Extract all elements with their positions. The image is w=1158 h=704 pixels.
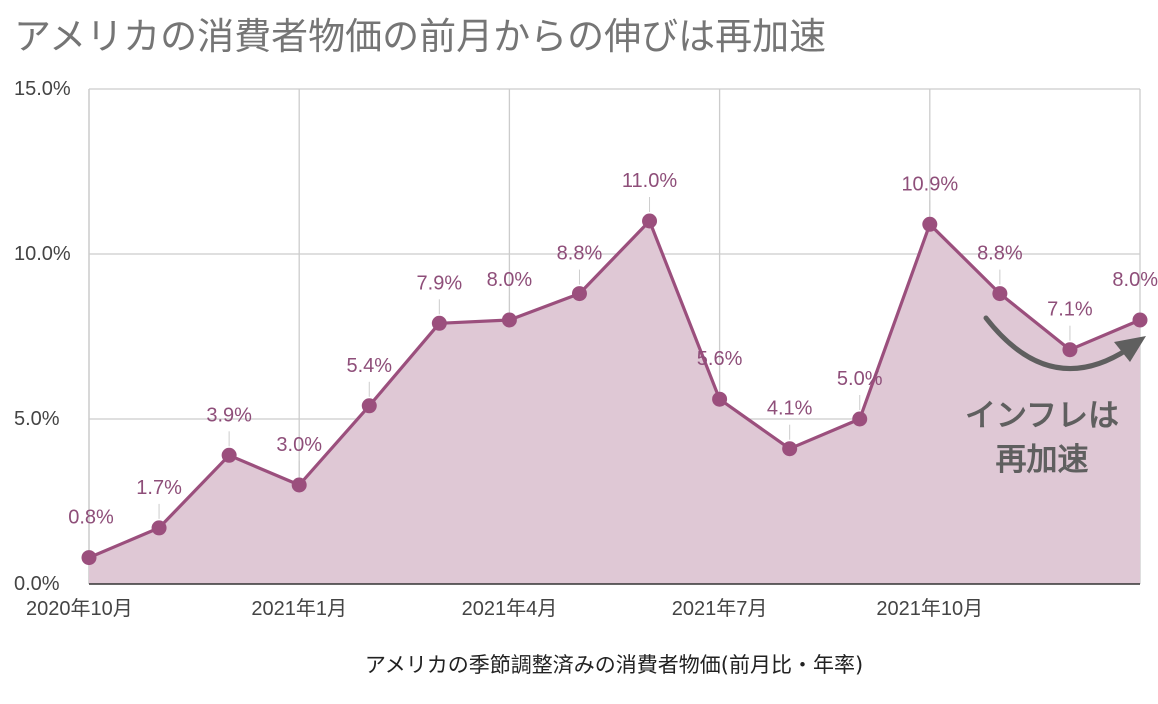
data-label: 7.1%: [1047, 299, 1093, 321]
data-label: 8.8%: [977, 243, 1023, 265]
data-label: 3.9%: [206, 404, 252, 426]
data-point: [782, 441, 798, 457]
data-point: [221, 447, 237, 463]
chart-title: アメリカの消費者物価の前月からの伸びは再加速: [14, 15, 827, 58]
x-tick-label: 2021年10月: [876, 597, 983, 620]
data-label: 3.0%: [276, 434, 322, 456]
data-point: [1062, 342, 1078, 358]
data-label: 5.0%: [837, 368, 883, 390]
data-label: 8.8%: [557, 243, 603, 265]
data-point: [992, 286, 1008, 302]
x-axis-title: アメリカの季節調整済みの消費者物価(前月比・年率): [365, 653, 863, 677]
data-label: 8.0%: [487, 269, 533, 291]
data-label: 1.7%: [136, 477, 182, 499]
data-point: [431, 315, 447, 331]
x-tick-label: 2021年4月: [462, 597, 558, 620]
data-label: 8.0%: [1112, 269, 1158, 291]
annotation-text: 再加速: [996, 442, 1089, 478]
x-tick-label: 2020年10月: [26, 597, 133, 620]
area-fill: [89, 221, 1140, 584]
series-line: [88, 219, 1141, 560]
x-tick-label: 2021年1月: [251, 597, 347, 620]
data-label: 0.8%: [68, 507, 114, 529]
data-point: [852, 411, 868, 427]
annotation-arrowhead: [1114, 336, 1146, 362]
y-tick-label: 15.0%: [14, 78, 71, 100]
data-point: [712, 391, 728, 407]
data-point: [922, 216, 938, 232]
data-point: [1132, 312, 1148, 328]
data-point: [642, 213, 658, 229]
y-tick-label: 0.0%: [14, 573, 60, 595]
data-point: [501, 312, 517, 328]
data-label: 5.4%: [346, 355, 392, 377]
data-point: [571, 286, 587, 302]
data-point: [151, 520, 167, 536]
x-tick-label: 2021年7月: [672, 597, 768, 620]
y-tick-label: 10.0%: [14, 243, 71, 265]
y-tick-label: 5.0%: [14, 408, 60, 430]
data-point: [81, 550, 97, 566]
data-label: 7.9%: [417, 272, 463, 294]
data-label: 4.1%: [767, 398, 813, 420]
data-label: 11.0%: [622, 170, 677, 192]
annotation-arrow: [983, 315, 1131, 371]
data-label: 5.6%: [697, 348, 743, 370]
data-label: 10.9%: [901, 173, 958, 195]
data-point: [361, 398, 377, 414]
data-point: [291, 477, 307, 493]
annotation-text: インフレは: [965, 398, 1119, 434]
